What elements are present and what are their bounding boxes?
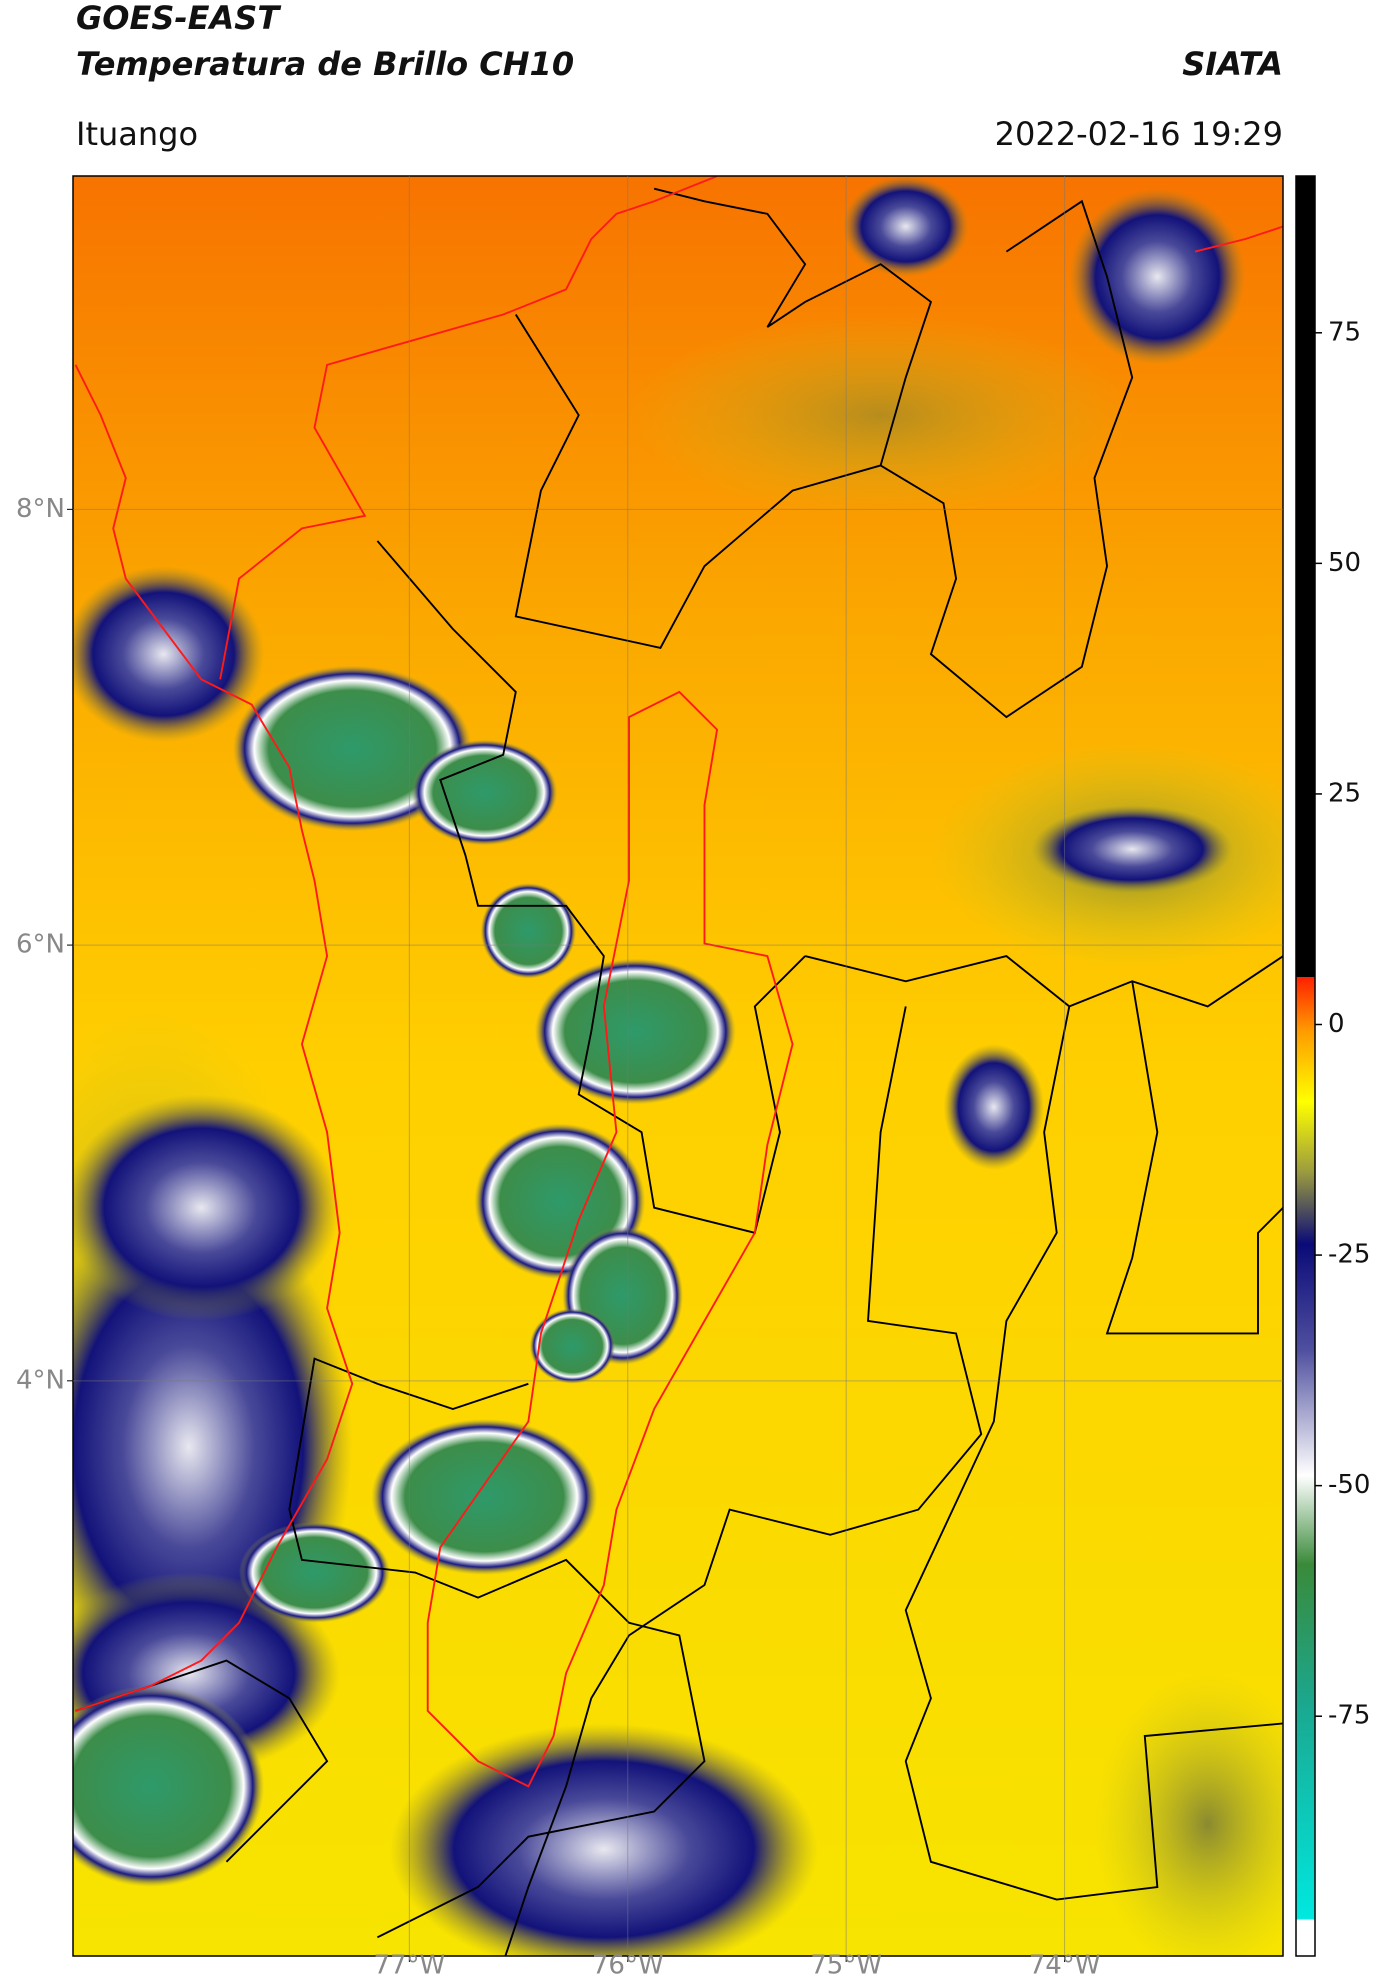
- colorbar: [1295, 175, 1316, 1957]
- lon-label: 77°W: [373, 1951, 445, 1981]
- lon-label: 75°W: [810, 1951, 882, 1981]
- colorbar-label: -50: [1328, 1470, 1370, 1500]
- datetime: 2022-02-16 19:29: [995, 115, 1283, 153]
- subtitle: Temperatura de Brillo CH10: [76, 45, 574, 83]
- map-frame: [72, 175, 1284, 1957]
- colorbar-label: 75: [1328, 317, 1361, 347]
- title: GOES-EAST: [76, 0, 281, 37]
- satellite-image: [73, 176, 1283, 1956]
- colorbar-label: 0: [1328, 1009, 1345, 1039]
- lat-label: 6°N: [16, 930, 65, 960]
- source: SIATA: [1182, 45, 1283, 83]
- lon-label: 76°W: [592, 1951, 664, 1981]
- grid: [73, 176, 1283, 1956]
- lat-label: 8°N: [16, 494, 65, 524]
- colorbar-label: 25: [1328, 778, 1361, 808]
- colorbar-label: 50: [1328, 548, 1361, 578]
- region: Ituango: [76, 115, 198, 153]
- lon-label: 74°W: [1029, 1951, 1101, 1981]
- lat-label: 4°N: [16, 1365, 65, 1395]
- colorbar-label: -25: [1328, 1240, 1370, 1270]
- colorbar-label: -75: [1328, 1701, 1370, 1731]
